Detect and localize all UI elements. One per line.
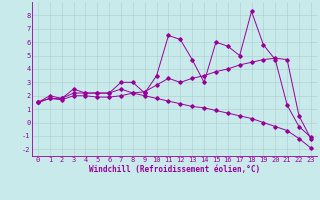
X-axis label: Windchill (Refroidissement éolien,°C): Windchill (Refroidissement éolien,°C) [89, 165, 260, 174]
